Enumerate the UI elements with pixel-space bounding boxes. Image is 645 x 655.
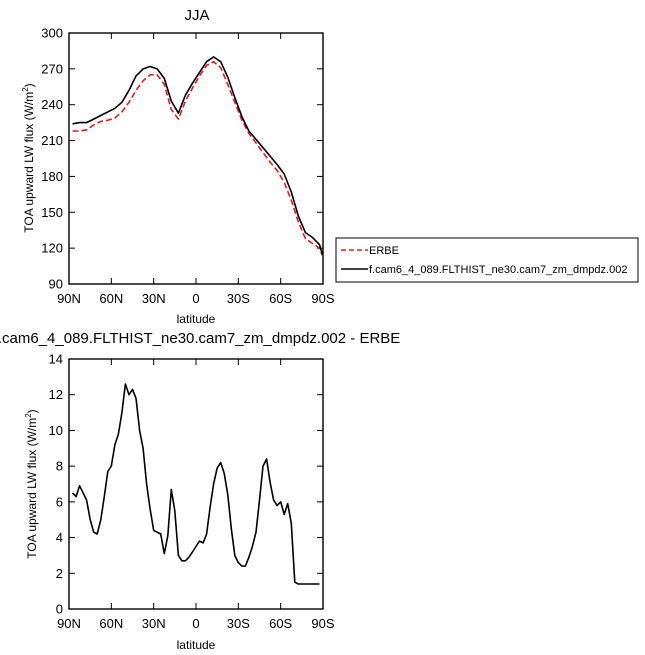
x-tick-label-top-5: 60S: [269, 291, 292, 306]
axis-ticks-difference: 90N 60N 30N 0 30S 60S 90S 0 2 4 6 8 10 12 14: [49, 352, 335, 632]
y-axis-label-difference-main: TOA upward LW flux (W/m: [25, 418, 39, 559]
series-lines: [72, 56, 324, 256]
x-tick-label-top-6: 90S: [311, 291, 334, 306]
chart-title: JJA: [184, 7, 209, 24]
y-tick-label-top-3: 180: [41, 169, 63, 184]
x-tick-label-diff-1: 60N: [99, 616, 123, 631]
x-tick-label-top-1: 60N: [99, 291, 123, 306]
x-tick-label-diff-4: 30S: [227, 616, 250, 631]
legend-box: [335, 237, 639, 283]
y-axis-label-difference-tail: ): [25, 409, 39, 413]
y-tick-label-diff-7: 14: [49, 352, 63, 367]
y-tick-label-diff-6: 12: [49, 387, 63, 402]
x-tick-label-diff-0: 90N: [57, 616, 81, 631]
legend: ERBE f.cam6_4_089.FLTHIST_ne30.cam7_zm_d…: [335, 237, 639, 283]
y-tick-label-diff-0: 0: [56, 602, 63, 617]
y-axis-label-tail: ): [22, 83, 36, 87]
series-line-top-0: [72, 60, 324, 256]
y-tick-label-diff-3: 6: [56, 494, 63, 509]
y-tick-label-top-7: 300: [41, 26, 63, 41]
x-tick-label-top-3: 0: [192, 291, 199, 306]
x-tick-label-top-0: 90N: [57, 291, 81, 306]
y-tick-label-top-4: 210: [41, 133, 63, 148]
chart-title-difference: f.cam6_4_089.FLTHIST_ne30.cam7_zm_dmpdz.…: [0, 330, 400, 347]
x-tick-label-top-4: 30S: [227, 291, 250, 306]
y-tick-label-diff-2: 4: [56, 530, 63, 545]
y-tick-label-diff-5: 10: [49, 423, 63, 438]
y-tick-label-top-0: 90: [49, 277, 63, 292]
series-line-diff-0: [71, 383, 320, 585]
y-axis-label-main: TOA upward LW flux (W/m: [22, 92, 36, 233]
x-tick-label-diff-2: 30N: [142, 616, 166, 631]
panel-difference: f.cam6_4_089.FLTHIST_ne30.cam7_zm_dmpdz.…: [0, 330, 400, 652]
y-tick-label-diff-4: 8: [56, 459, 63, 474]
y-tick-label-top-1: 120: [41, 241, 63, 256]
panel-jja-flux: JJA 90N 60N 30N 0 30S 60S 90S 90 120 150 180 210 240…: [21, 7, 639, 326]
y-tick-label-top-2: 150: [41, 205, 63, 220]
x-tick-label-diff-6: 90S: [311, 616, 334, 631]
plot-frame-difference: [68, 358, 324, 610]
axis-ticks: 90N 60N 30N 0 30S 60S 90S 90 120 150 180 210 240 270 3…: [41, 26, 335, 307]
y-axis-label: TOA upward LW flux (W/m2): [21, 83, 36, 232]
y-axis-label-difference-sup: 2: [24, 413, 33, 418]
legend-label-model: f.cam6_4_089.FLTHIST_ne30.cam7_zm_dmpdz.…: [369, 264, 627, 276]
y-axis-label-sup: 2: [21, 87, 30, 92]
y-tick-label-diff-1: 2: [56, 566, 63, 581]
series-line-top-1: [72, 56, 324, 255]
series-lines-difference: [71, 383, 320, 585]
y-tick-label-top-5: 240: [41, 97, 63, 112]
y-tick-label-top-6: 270: [41, 61, 63, 76]
x-tick-label-top-2: 30N: [142, 291, 166, 306]
x-axis-label: latitude: [177, 312, 216, 326]
x-axis-label-difference: latitude: [177, 638, 216, 652]
x-tick-label-diff-5: 60S: [269, 616, 292, 631]
plot-frame: [68, 32, 324, 285]
legend-label-erbe: ERBE: [369, 245, 399, 257]
y-axis-label-difference: TOA upward LW flux (W/m2): [24, 409, 39, 558]
x-tick-label-diff-3: 0: [192, 616, 199, 631]
